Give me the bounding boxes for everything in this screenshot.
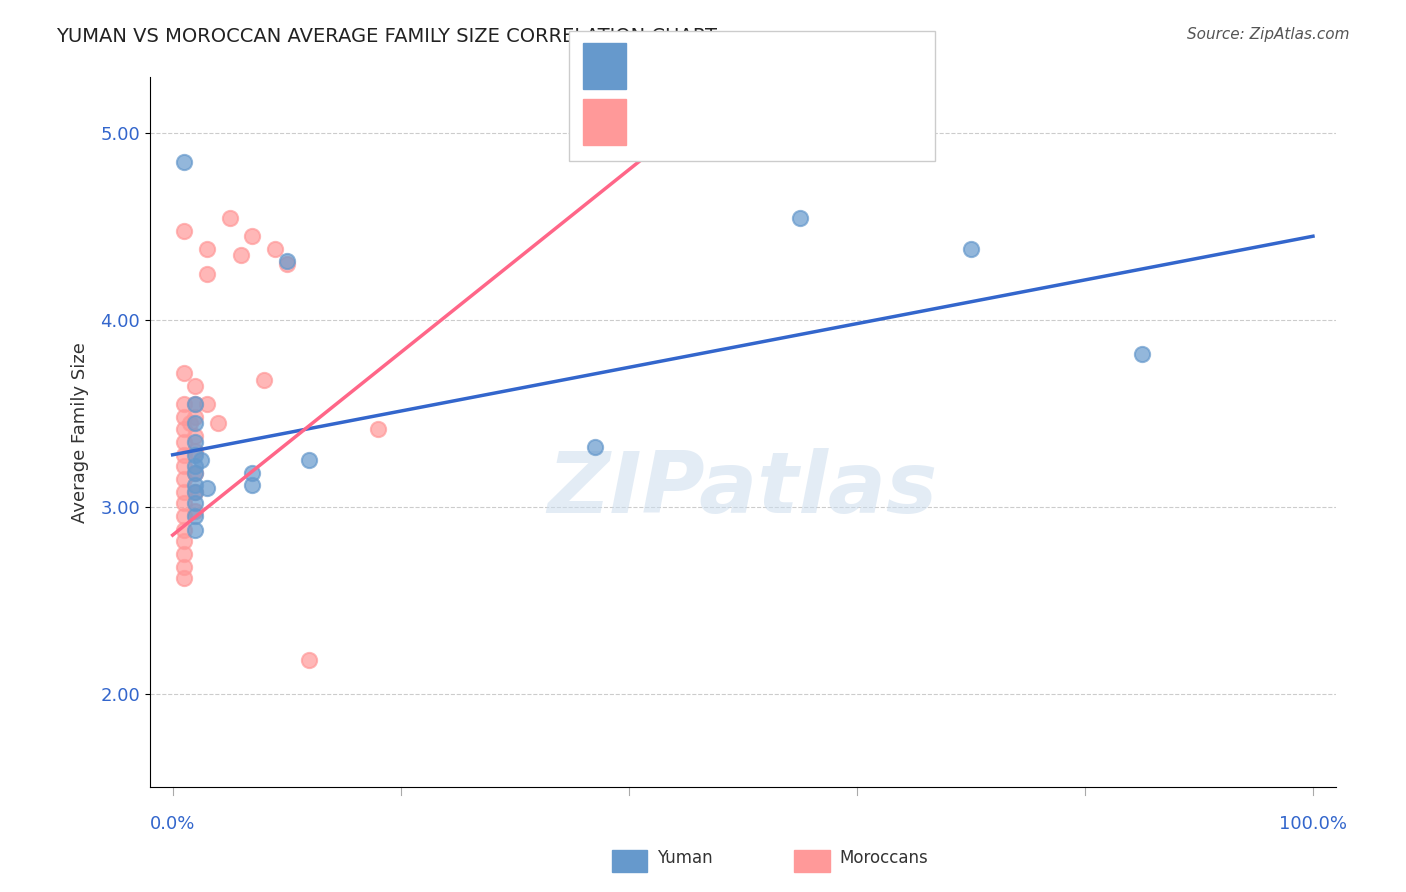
- Point: [184, 467, 207, 481]
- Point: [173, 523, 195, 537]
- Point: [184, 410, 207, 425]
- Point: [173, 422, 195, 436]
- Point: [173, 496, 195, 510]
- Point: [184, 485, 207, 500]
- Point: [184, 485, 207, 500]
- Point: [184, 434, 207, 449]
- Point: [184, 397, 207, 411]
- Point: [195, 397, 218, 411]
- Point: [298, 453, 321, 467]
- Point: [173, 397, 195, 411]
- Point: [242, 477, 264, 491]
- Point: [173, 366, 195, 380]
- Point: [195, 482, 218, 496]
- Point: [173, 485, 195, 500]
- Point: [190, 453, 212, 467]
- Point: [207, 416, 229, 430]
- Point: [298, 653, 321, 667]
- Point: [173, 509, 195, 524]
- Point: [184, 504, 207, 518]
- Point: [184, 416, 207, 430]
- Point: [184, 496, 207, 510]
- Point: [264, 242, 287, 256]
- Point: [253, 373, 276, 387]
- Point: [179, 416, 201, 430]
- Point: [173, 448, 195, 462]
- Point: [184, 523, 207, 537]
- Point: [184, 378, 207, 392]
- Point: [184, 458, 207, 473]
- Point: [184, 509, 207, 524]
- Point: [195, 242, 218, 256]
- Point: [173, 533, 195, 548]
- Point: [173, 434, 195, 449]
- Point: [184, 444, 207, 458]
- Point: [173, 559, 195, 574]
- Text: R =  0.316   N = 22: R = 0.316 N = 22: [640, 58, 815, 76]
- Point: [184, 477, 207, 491]
- Point: [195, 267, 218, 281]
- Point: [173, 571, 195, 585]
- Point: [184, 467, 207, 481]
- Point: [367, 422, 389, 436]
- Point: [789, 211, 811, 225]
- Point: [173, 410, 195, 425]
- Text: Moroccans: Moroccans: [839, 849, 928, 867]
- Point: [276, 257, 298, 271]
- Point: [242, 229, 264, 244]
- Point: [1130, 347, 1153, 361]
- Text: YUMAN VS MOROCCAN AVERAGE FAMILY SIZE CORRELATION CHART: YUMAN VS MOROCCAN AVERAGE FAMILY SIZE CO…: [56, 27, 717, 45]
- Text: R =  0.686   N = 38: R = 0.686 N = 38: [640, 116, 815, 134]
- Text: Yuman: Yuman: [657, 849, 713, 867]
- Point: [960, 242, 983, 256]
- Text: Source: ZipAtlas.com: Source: ZipAtlas.com: [1187, 27, 1350, 42]
- Point: [173, 154, 195, 169]
- Text: ZIPatlas: ZIPatlas: [548, 448, 938, 531]
- Point: [276, 253, 298, 268]
- Point: [173, 472, 195, 486]
- Point: [583, 440, 606, 454]
- Point: [218, 211, 240, 225]
- Y-axis label: Average Family Size: Average Family Size: [72, 342, 89, 523]
- Point: [173, 224, 195, 238]
- Point: [242, 467, 264, 481]
- Point: [173, 547, 195, 561]
- Point: [184, 397, 207, 411]
- Point: [184, 429, 207, 443]
- Text: 0.0%: 0.0%: [150, 815, 195, 833]
- Point: [173, 458, 195, 473]
- Point: [229, 248, 252, 262]
- Point: [184, 448, 207, 462]
- Text: 100.0%: 100.0%: [1279, 815, 1347, 833]
